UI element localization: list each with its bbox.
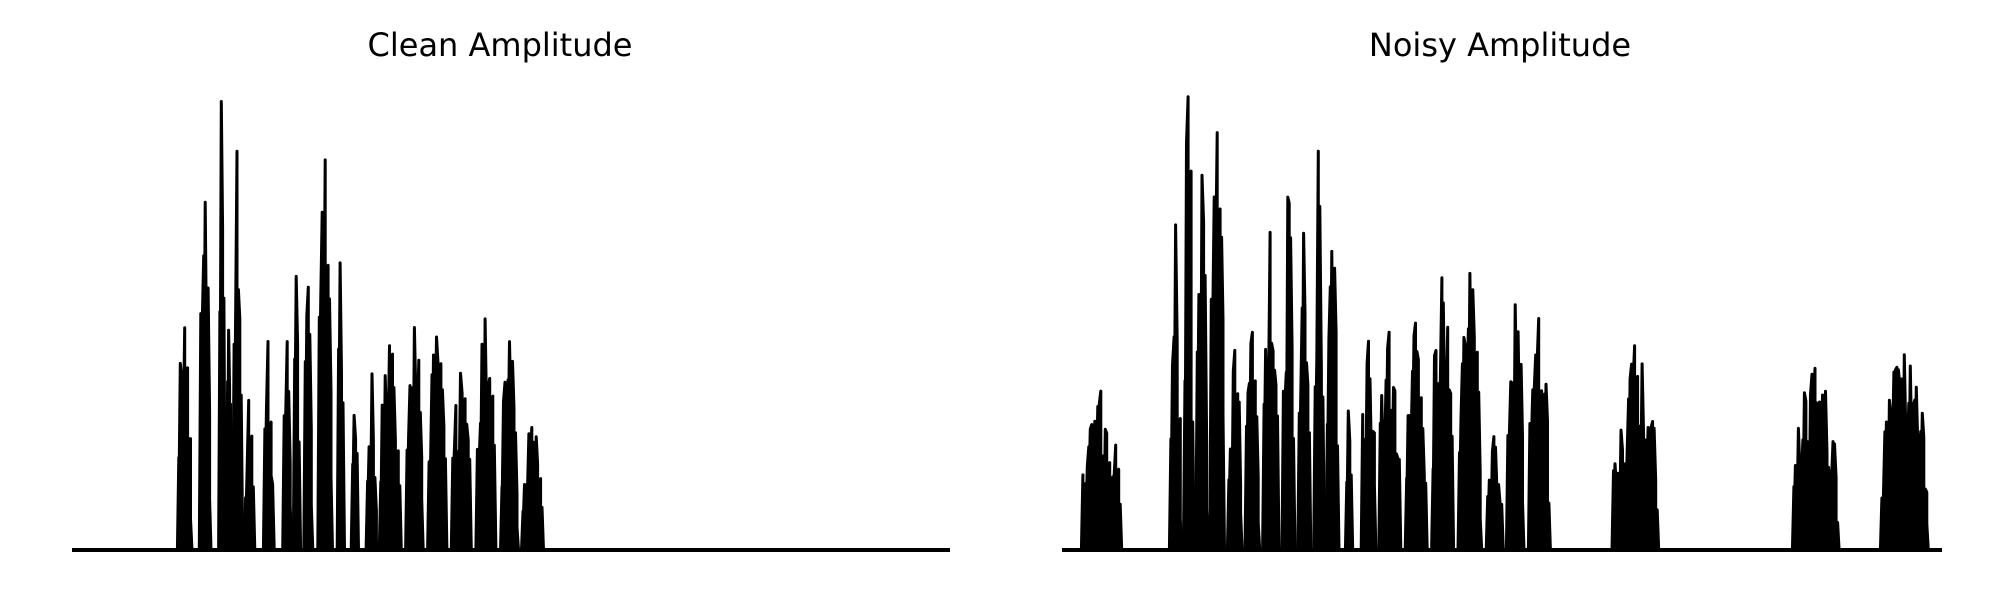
amplitude-segment-13 [364,372,381,552]
amplitude-segment-5 [1225,348,1247,552]
amplitude-segment-11 [335,261,348,552]
amplitude-segment-7 [1261,230,1284,552]
amplitude-segment-9 [1296,231,1316,552]
noisy-amplitude-panel: Noisy Amplitude [1000,0,2000,600]
amplitude-segment-13 [1359,339,1381,552]
amplitude-segment-8 [1280,195,1300,552]
amplitude-segment-0 [1079,389,1133,552]
amplitude-segment-15 [404,326,430,552]
amplitude-segment-5 [242,398,258,552]
amplitude-segment-8 [291,274,304,552]
amplitude-segment-14 [1377,330,1407,552]
amplitude-segment-18 [474,317,502,552]
amplitude-segment-4 [1208,131,1229,552]
amplitude-segment-17 [449,371,478,552]
amplitude-segment-1 [1167,223,1185,552]
amplitude-segment-19 [499,340,523,552]
amplitude-segment-20 [1526,317,1557,552]
amplitude-segment-17 [1456,271,1488,552]
amplitude-segment-10 [1312,149,1328,552]
amplitude-segment-21 [1610,344,1671,552]
amplitude-segment-20 [520,426,550,552]
amplitude-segment-16 [1430,276,1460,552]
amplitude-segment-7 [281,340,295,552]
amplitude-segment-6 [261,340,278,552]
amplitude-segment-9 [302,285,316,552]
amplitude-segment-18 [1484,435,1508,552]
amplitude-segment-22 [1790,366,1852,552]
clean-amplitude-panel: Clean Amplitude [72,26,950,552]
amplitude-segment-2 [217,100,228,552]
amplitude-segment-0 [175,326,197,552]
noisy-amplitude-title: Noisy Amplitude [1368,26,1632,64]
amplitude-segment-11 [1324,249,1344,552]
clean-amplitude-title: Clean Amplitude [367,26,633,64]
amplitude-segment-10 [316,158,337,552]
noisy-amplitude-plot [1062,95,1942,552]
amplitude-segment-14 [377,344,408,552]
amplitude-segment-15 [1403,321,1434,552]
amplitude-segment-2 [1181,95,1198,552]
clean-amplitude-plot [72,100,950,552]
amplitude-segment-4 [231,149,246,552]
amplitude-segment-1 [197,200,214,552]
amplitude-segment-6 [1243,330,1265,552]
amplitude-segment-12 [349,413,362,552]
amplitude-segment-16 [426,335,453,552]
amplitude-segment-12 [1343,409,1356,552]
amplitude-segment-3 [1194,173,1212,552]
amplitude-segment-19 [1504,303,1530,552]
amplitude-segment-23 [1878,353,1942,552]
